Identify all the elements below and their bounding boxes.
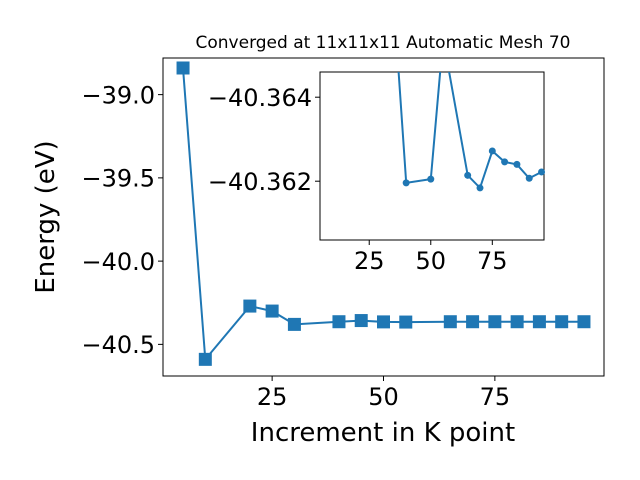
- main-data-point: [198, 352, 212, 366]
- inset-data-point: [525, 174, 533, 182]
- inset-data-point: [513, 160, 521, 168]
- inset-x-tick-label: 75: [477, 247, 508, 275]
- main-x-ticks: 25 50 75: [257, 376, 510, 411]
- inset-data-point: [427, 175, 435, 183]
- main-data-point: [488, 315, 502, 329]
- main-y-tick-label: −40.0: [81, 248, 155, 276]
- main-data-point: [243, 299, 257, 313]
- inset-x-tick-label: 50: [415, 247, 446, 275]
- inset-data-point: [476, 184, 484, 192]
- main-x-tick-label: 25: [257, 383, 288, 411]
- main-series: [176, 61, 591, 366]
- main-data-point: [354, 314, 368, 328]
- main-x-tick-label: 75: [480, 383, 511, 411]
- chart-title: Converged at 11x11x11 Automatic Mesh 70: [196, 33, 571, 53]
- main-data-point: [287, 317, 301, 331]
- main-data-point: [332, 315, 346, 329]
- main-x-tick-label: 50: [368, 383, 399, 411]
- y-axis-label: Energy (eV): [31, 140, 61, 293]
- main-data-point: [377, 315, 390, 329]
- main-data-point: [577, 315, 591, 329]
- inset-data-point: [538, 168, 546, 176]
- main-y-tick-label: −39.0: [81, 81, 155, 109]
- main-data-point: [176, 61, 190, 75]
- inset-y-tick-label: −40.362: [208, 168, 312, 196]
- main-data-point: [265, 304, 279, 318]
- inset-plot: 25 50 75 −40.364 −40.362: [208, 71, 546, 275]
- main-data-point: [466, 315, 480, 329]
- main-y-tick-label: −39.5: [81, 165, 155, 193]
- inset-x-tick-label: 25: [354, 247, 385, 275]
- main-data-point: [399, 315, 413, 329]
- x-axis-label: Increment in K point: [251, 418, 515, 448]
- inset-y-tick-label: −40.364: [208, 84, 312, 112]
- main-data-point: [443, 315, 457, 329]
- inset-data-point: [402, 179, 410, 187]
- inset-series: [397, 72, 546, 192]
- main-data-point: [510, 315, 524, 329]
- inset-data-point: [488, 147, 496, 155]
- main-series-line: [182, 67, 584, 362]
- inset-y-ticks: −40.364 −40.362: [208, 84, 320, 196]
- main-data-point: [555, 315, 569, 329]
- main-y-ticks: −39.0 −39.5 −40.0 −40.5: [81, 81, 163, 359]
- inset-data-point: [464, 171, 472, 179]
- inset-data-point: [501, 158, 509, 166]
- main-data-point: [532, 315, 546, 329]
- inset-x-ticks: 25 50 75: [354, 240, 508, 275]
- main-y-tick-label: −40.5: [81, 331, 155, 359]
